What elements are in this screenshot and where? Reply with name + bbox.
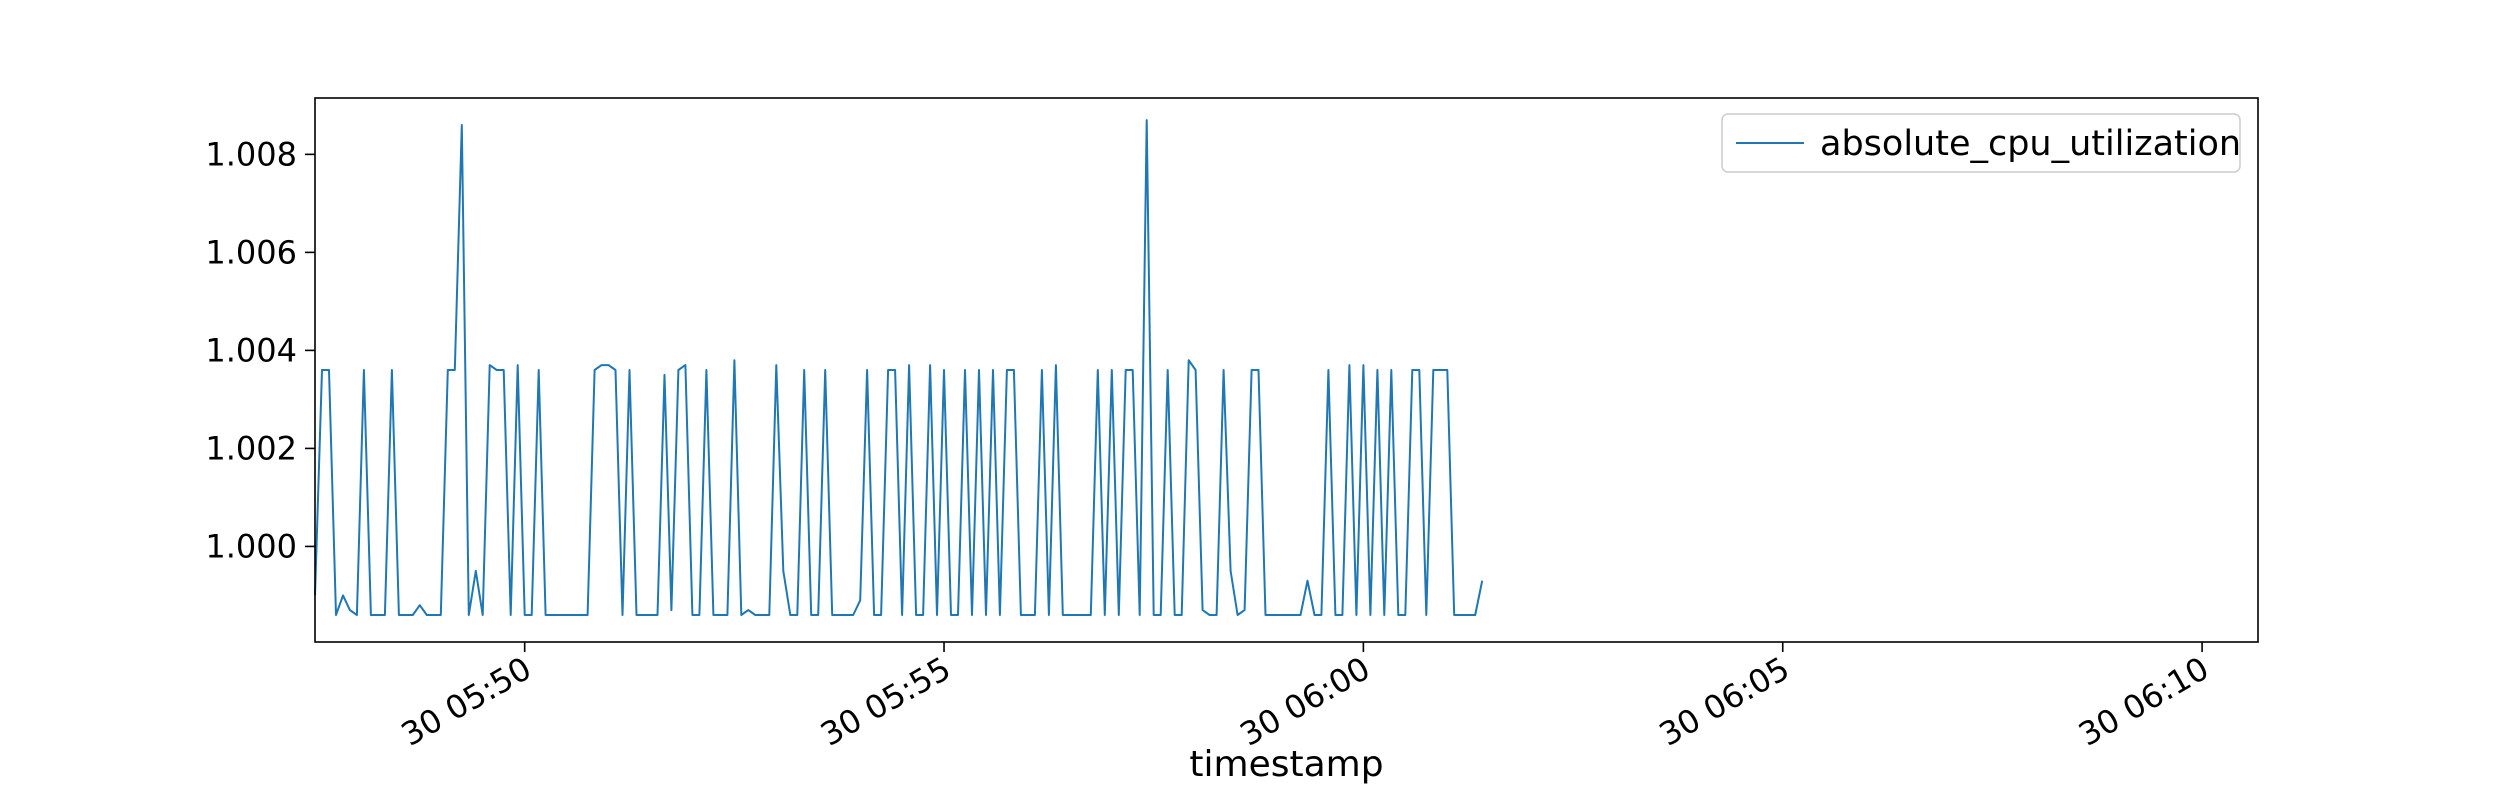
legend: absolute_cpu_utilization <box>1721 113 2241 173</box>
plot-frame <box>314 97 2259 643</box>
y-tick-label: 1.006 <box>205 233 297 271</box>
axes: 1.000 1.002 1.004 1.006 1.008 30 05:50 30 05:5… <box>205 97 2259 754</box>
plot-area <box>314 119 1484 616</box>
x-axis-label: timestamp <box>1189 744 1383 785</box>
x-tick-label: 30 05:55 <box>814 649 957 753</box>
legend-label: absolute_cpu_utilization <box>1820 124 2241 164</box>
y-tick-label: 1.002 <box>205 429 297 467</box>
y-tick-label: 1.000 <box>205 527 297 565</box>
series-line-0 <box>314 119 1484 616</box>
x-tick-label: 30 06:00 <box>1233 649 1376 753</box>
x-tick-label: 30 05:50 <box>395 649 538 753</box>
y-tick-label: 1.008 <box>205 135 297 173</box>
x-tick-label: 30 06:10 <box>2072 649 2215 753</box>
legend-box <box>1721 113 2241 173</box>
x-tick-label: 30 06:05 <box>1653 649 1796 753</box>
y-tick-label: 1.004 <box>205 331 297 369</box>
